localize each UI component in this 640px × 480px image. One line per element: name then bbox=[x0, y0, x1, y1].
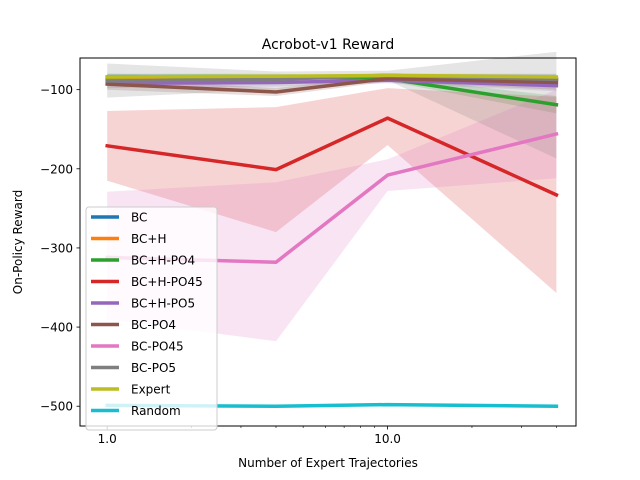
band-bc-h-po45 bbox=[107, 88, 557, 293]
legend: BC BC+H BC+H-PO4 BC+H-PO45 BC+H-PO5 BC-PO4 BC-… bbox=[85, 206, 218, 431]
y-tick-label: −200 bbox=[40, 162, 73, 176]
y-tick-label: −400 bbox=[40, 321, 73, 335]
y-tick-label: −500 bbox=[40, 400, 73, 414]
y-axis: −100 −200 −300 −400 −500 bbox=[40, 83, 80, 414]
series-lines bbox=[105, 73, 559, 408]
legend-label-expert: Expert bbox=[131, 383, 171, 397]
y-tick-label: −100 bbox=[40, 83, 73, 97]
chart-title: Acrobot-v1 Reward bbox=[262, 37, 394, 53]
line-bc-h-po5 bbox=[105, 78, 559, 88]
line-bc-po4 bbox=[105, 76, 559, 94]
legend-box bbox=[85, 206, 218, 431]
legend-label-random: Random bbox=[131, 404, 181, 418]
legend-label-bc-po4: BC-PO4 bbox=[131, 318, 176, 332]
y-tick-label: −300 bbox=[40, 241, 73, 255]
x-tick-label: 1.0 bbox=[98, 432, 117, 446]
line-expert bbox=[105, 73, 559, 79]
x-axis-label: Number of Expert Trajectories bbox=[238, 456, 418, 470]
legend-label-bc-h-po45: BC+H-PO45 bbox=[131, 275, 203, 289]
band-bc-po45 bbox=[107, 89, 557, 342]
legend-label-bc-h: BC+H bbox=[131, 232, 166, 246]
legend-label-bc-po5: BC-PO5 bbox=[131, 361, 176, 375]
plot-area-frame bbox=[79, 57, 577, 427]
y-axis-label: On-Policy Reward bbox=[11, 190, 25, 294]
legend-label-bc-h-po4: BC+H-PO4 bbox=[131, 254, 195, 268]
x-tick-label: 10.0 bbox=[374, 432, 401, 446]
legend-label-bc: BC bbox=[131, 211, 147, 225]
x-axis: 1.0 10.0 bbox=[98, 426, 557, 446]
line-bc-h-po45 bbox=[105, 116, 559, 198]
legend-label-bc-po45: BC-PO45 bbox=[131, 340, 184, 354]
legend-label-bc-h-po5: BC+H-PO5 bbox=[131, 297, 195, 311]
